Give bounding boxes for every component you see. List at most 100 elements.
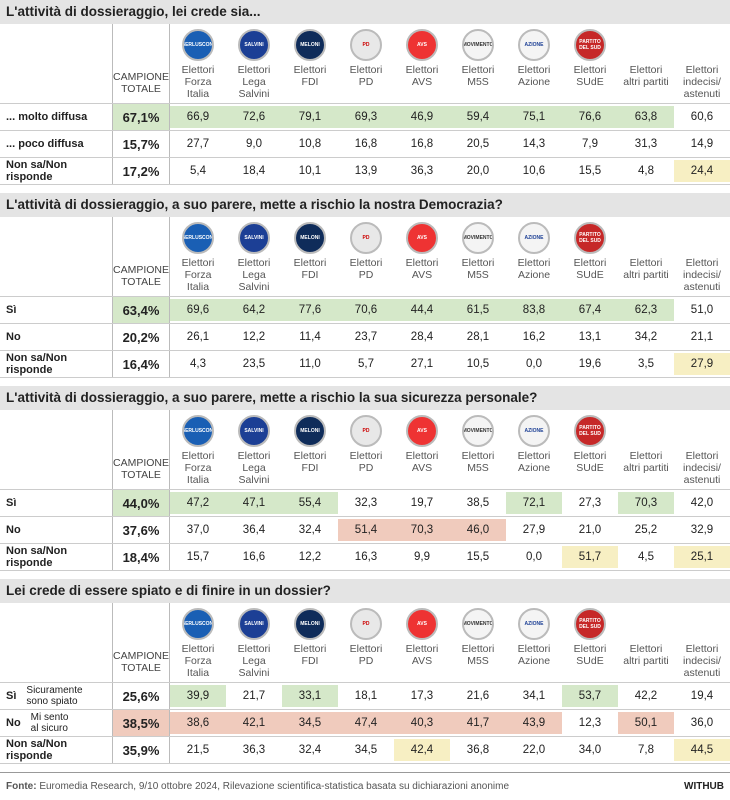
total-header: CAMPIONE TOTALE — [112, 24, 170, 103]
column-label: Elettori indecisi/ astenuti — [683, 257, 721, 293]
column-header: MELONI Elettori FDI — [282, 410, 338, 489]
column-header: Elettori indecisi/ astenuti — [674, 410, 730, 489]
column-label: Elettori M5S — [461, 643, 495, 667]
column-label: Elettori FDI — [293, 64, 327, 88]
value-cell: 9,9 — [414, 551, 430, 563]
party-logo: BERLUSCONI — [182, 29, 214, 61]
column-label: Elettori M5S — [461, 257, 495, 281]
column-header: Elettori indecisi/ astenuti — [674, 24, 730, 103]
value-cell: 41,7 — [450, 712, 506, 734]
column-header: Elettori indecisi/ astenuti — [674, 603, 730, 682]
value-cell: 32,4 — [298, 524, 322, 536]
column-label: Elettori SUdE — [573, 450, 607, 474]
value-cell: 11,4 — [299, 331, 321, 343]
value-cell: 16,6 — [242, 551, 266, 563]
value-cell: 47,4 — [338, 712, 394, 734]
column-header: AVS Elettori AVS — [394, 24, 450, 103]
value-cell: 47,2 — [170, 492, 226, 514]
value-cell: 24,4 — [674, 160, 730, 182]
value-cell: 14,9 — [690, 138, 714, 150]
value-cell: 34,5 — [282, 712, 338, 734]
section-title: L'attività di dossieraggio, lei crede si… — [0, 0, 730, 24]
source-label: Fonte: — [6, 781, 37, 792]
value-cell: 33,1 — [282, 685, 338, 707]
column-header: SALVINI Elettori Lega Salvini — [226, 603, 282, 682]
section-title: L'attività di dossieraggio, a suo parere… — [0, 386, 730, 410]
value-cell: 44,5 — [674, 739, 730, 761]
section-title: L'attività di dossieraggio, a suo parere… — [0, 193, 730, 217]
row-label-text: No — [6, 717, 21, 729]
column-label: Elettori FDI — [293, 450, 327, 474]
column-header: BERLUSCONI Elettori Forza Italia — [170, 410, 226, 489]
party-logo: AZIONE — [518, 608, 550, 640]
source-text: Euromedia Research, 9/10 ottobre 2024, R… — [36, 781, 510, 792]
column-header: BERLUSCONI Elettori Forza Italia — [170, 217, 226, 296]
value-cell: 4,5 — [638, 551, 654, 563]
header-row: CAMPIONE TOTALE BERLUSCONI Elettori Forza … — [0, 24, 730, 104]
row-label-text: Sì — [6, 304, 17, 316]
row-label: No — [0, 517, 112, 543]
data-row: No 20,2% 26,1 12,2 11,4 23,7 28,4 28,1 16,2 13,1 3… — [0, 324, 730, 351]
row-label: Sì — [0, 297, 112, 323]
party-logo: AZIONE — [518, 29, 550, 61]
value-cell: 12,2 — [242, 331, 266, 343]
total-cell: 38,5% — [112, 710, 170, 736]
value-cell: 76,6 — [562, 106, 618, 128]
party-logo: MOVIMENTO — [462, 415, 494, 447]
value-cell: 5,4 — [190, 165, 206, 177]
row-label-text: No — [6, 331, 21, 343]
column-label: Elettori Azione — [517, 643, 551, 667]
value-cell: 0,0 — [526, 551, 542, 563]
row-label-text: No — [6, 524, 21, 536]
column-label: Elettori AVS — [405, 643, 439, 667]
value-cell: 51,0 — [690, 304, 714, 316]
party-logo: MELONI — [294, 415, 326, 447]
column-label: Elettori indecisi/ astenuti — [683, 643, 721, 679]
party-logo: AZIONE — [518, 222, 550, 254]
value-cell: 27,7 — [186, 138, 210, 150]
column-header: AVS Elettori AVS — [394, 217, 450, 296]
column-label: Elettori AVS — [405, 257, 439, 281]
column-label: Elettori indecisi/ astenuti — [683, 64, 721, 100]
data-row: ... molto diffusa 67,1% 66,9 72,6 79,1 69,3 46… — [0, 104, 730, 131]
value-cell: 36,3 — [242, 744, 266, 756]
row-label: Non sa/Non risponde — [0, 351, 112, 377]
value-cell: 50,1 — [618, 712, 674, 734]
value-cell: 10,5 — [466, 358, 490, 370]
row-label: Sì Sicuramente sono spiato — [0, 683, 112, 709]
column-header: MOVIMENTO Elettori M5S — [450, 410, 506, 489]
data-row: Sì 44,0% 47,2 47,1 55,4 32,3 19,7 38,5 72,1 27,3 7… — [0, 490, 730, 517]
value-cell: 72,1 — [506, 492, 562, 514]
column-label: Elettori Azione — [517, 64, 551, 88]
party-logo: BERLUSCONI — [182, 222, 214, 254]
value-cell: 32,3 — [354, 497, 378, 509]
column-label: Elettori Forza Italia — [181, 257, 215, 293]
data-row: No Mi sento al sicuro 38,5% 38,6 42,1 34,5 47,… — [0, 710, 730, 737]
value-cell: 21,0 — [578, 524, 602, 536]
value-cell: 21,1 — [690, 331, 714, 343]
total-header: CAMPIONE TOTALE — [112, 217, 170, 296]
party-logo: PARTITO DEL SUD — [574, 29, 606, 61]
value-cell: 32,9 — [690, 524, 714, 536]
section: L'attività di dossieraggio, a suo parere… — [0, 193, 730, 386]
total-header: CAMPIONE TOTALE — [112, 410, 170, 489]
column-label: Elettori Lega Salvini — [237, 643, 271, 679]
value-cell: 11,0 — [299, 358, 321, 370]
row-label-text: Non sa/Non risponde — [6, 738, 68, 762]
section-title: Lei crede di essere spiato e di finire i… — [0, 579, 730, 603]
column-header: Elettori altri partiti — [618, 603, 674, 682]
section: Lei crede di essere spiato e di finire i… — [0, 579, 730, 772]
party-logo: BERLUSCONI — [182, 608, 214, 640]
value-cell: 27,9 — [522, 524, 546, 536]
column-header: MOVIMENTO Elettori M5S — [450, 603, 506, 682]
column-header: MELONI Elettori FDI — [282, 217, 338, 296]
value-cell: 15,5 — [578, 165, 602, 177]
party-logo: MELONI — [294, 608, 326, 640]
value-cell: 59,4 — [450, 106, 506, 128]
value-cell: 38,5 — [466, 497, 490, 509]
column-label: Elettori AVS — [405, 64, 439, 88]
data-row: Sì 63,4% 69,6 64,2 77,6 70,6 44,4 61,5 83,8 67,4 6… — [0, 297, 730, 324]
column-label: Elettori Lega Salvini — [237, 257, 271, 293]
data-row: Non sa/Non risponde 16,4% 4,3 23,5 11,0 5,7 27… — [0, 351, 730, 378]
